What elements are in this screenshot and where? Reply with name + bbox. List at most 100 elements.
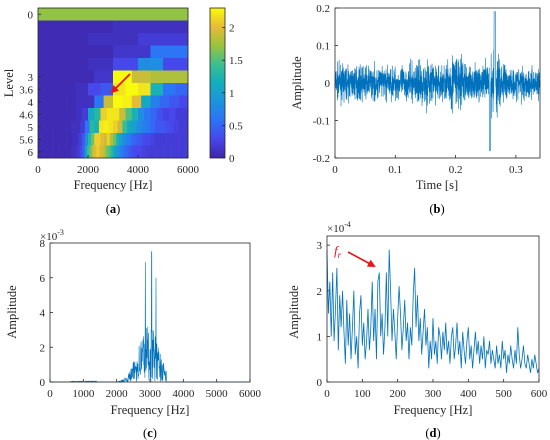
heatmap-cell [144,133,148,146]
heatmap-cell [52,145,55,159]
heatmap-cell [56,145,60,159]
spectrum-c-ticks: 0 1000 2000 3000 4000 5000 6000 0 2 4 6 8 [40,238,262,400]
heatmap-cell [40,145,43,159]
heatmap-cell [38,58,64,71]
heatmap-cell [163,108,170,121]
heatmap-cell [103,120,109,134]
spectrum-d-xlabel: Frequency [Hz] [394,403,473,417]
signal-x-tick-label: 0.2 [449,164,463,176]
heatmap-cell [108,120,114,134]
heatmap-cell [125,108,133,121]
heatmap-cell [113,58,139,71]
spectrum-c-y-tick-label: 2 [40,342,46,354]
heatmap-cell [66,145,69,159]
heatmap-cell [47,133,51,146]
heatmap-cell [50,133,54,146]
level-tick-label: 5 [28,122,34,134]
heatmap-cell [88,108,95,121]
heatmap-cell [87,145,90,159]
heatmap-cell [81,133,86,146]
heatmap-cell [49,145,53,159]
heatmap-cell [164,145,168,159]
colorbar [210,8,225,158]
colorbar-tick-label: 0.5 [229,120,243,132]
signal-y-tick-label: 0.2 [316,3,330,15]
heatmap-cell [54,145,58,159]
heatmap-cell [84,145,88,159]
heatmap-cell [75,133,79,146]
heatmap-cell [53,133,58,146]
heatmap-cell [42,120,48,134]
heatmap-cell [185,145,189,159]
heatmap-cell [163,83,176,96]
heatmap-cell [52,120,58,134]
heatmap-cell [155,145,158,159]
heatmap-cell [63,58,89,71]
heatmap-cell [38,8,189,21]
spectrum-d-x-tick-label: 400 [460,388,477,400]
heatmap-cell [113,20,189,34]
level-tick-label: 6 [28,147,34,159]
heatmap-cell [82,145,86,159]
signal-y-tick-label: -0.2 [313,153,330,165]
heatmap-cell [141,95,151,109]
heatmap-cell [156,133,161,146]
heatmap-cell [69,108,76,121]
heatmap-cell [81,108,89,121]
heatmap-cell [75,108,83,121]
heatmap-cell [117,145,121,159]
spectrum-c-x-tick-label: 5000 [206,388,229,400]
heatmap-cell [56,108,64,121]
heatmap-cell [109,133,114,146]
heatmap-cell [38,83,51,96]
heatmap-cell [150,120,156,134]
heatmap-cell [173,145,177,159]
colorbar-tick-label: 2 [229,23,235,35]
heatmap-cell [169,108,176,121]
heatmap-cell [163,58,189,71]
heatmap-cell [134,133,139,146]
colorbar-frame [209,7,226,159]
heatmap-cell [91,133,95,146]
heatmap-level-ticks: 0 33.644.655.66 [19,9,41,159]
heatmap-cell [103,133,108,146]
heatmap-cell [122,95,133,109]
heatmap-cells [38,8,189,159]
heatmap-cell [148,145,151,159]
heatmap-cell [127,145,130,159]
heatmap-cell [178,145,182,159]
heatmap-cell [47,95,58,109]
heatmap-cell [164,120,170,134]
heatmap-cell [41,133,45,146]
heatmap-cell [66,133,70,146]
spectrum-d-ylabel: Amplitude [287,285,301,339]
spectrum-d-y-tick-label: 0 [317,377,323,389]
spectrum-d-exponent: ×10-4 [327,220,351,235]
spectrum-d-x-tick-label: 100 [354,388,371,400]
heatmap-cell [176,145,179,159]
heatmap-cell [178,95,189,109]
signal-line [334,11,541,151]
heatmap-cell [78,133,83,146]
heatmap-cell [136,145,140,159]
heatmap-cell [138,133,142,146]
spectrum-d-x-tick-label: 500 [495,388,512,400]
heatmap-cell [141,120,147,134]
level-tick-label: 3 [28,72,34,84]
heatmap-cell [101,145,104,159]
heatmap-cell [80,120,86,134]
heatmap-cell [66,120,72,134]
heatmap-cell [122,145,126,159]
heatmap-cell [131,95,142,109]
heatmap-cell [127,120,133,134]
heatmap-cell [183,145,186,159]
heatmap-cell [106,133,111,146]
heatmap-cell [47,145,51,159]
heatmap-cell [131,70,151,84]
heatmap-cell [44,108,51,121]
heatmap-cell [75,145,79,159]
heatmap-cell [120,145,123,159]
heatmap-cell [122,133,126,146]
spectrum-c-y-tick-label: 6 [40,273,46,285]
